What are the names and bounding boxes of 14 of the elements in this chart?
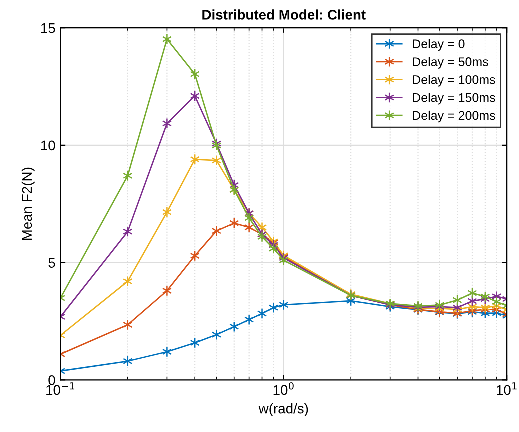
y-tick-label: 15 [41,24,56,34]
chart-title: Distributed Model: Client [202,10,366,20]
legend-label: Delay = 100ms [413,75,496,87]
legend-label: Delay = 200ms [413,110,496,123]
x-axis-title: w(rad/s) [258,404,308,416]
x-tick-label: 10$^{1}$ [497,382,517,396]
legend-label: Delay = 150ms [413,93,496,105]
y-axis-title: Mean F2(N) [22,168,35,240]
x-tick-label: 10$^{0}$ [274,382,294,396]
y-tick-label: 5 [48,258,56,268]
legend-label: Delay = 50ms [413,57,488,69]
y-tick-label: 0 [48,375,56,386]
y-tick-label: 10 [41,140,56,151]
legend-label: Delay = 0 [413,39,465,51]
